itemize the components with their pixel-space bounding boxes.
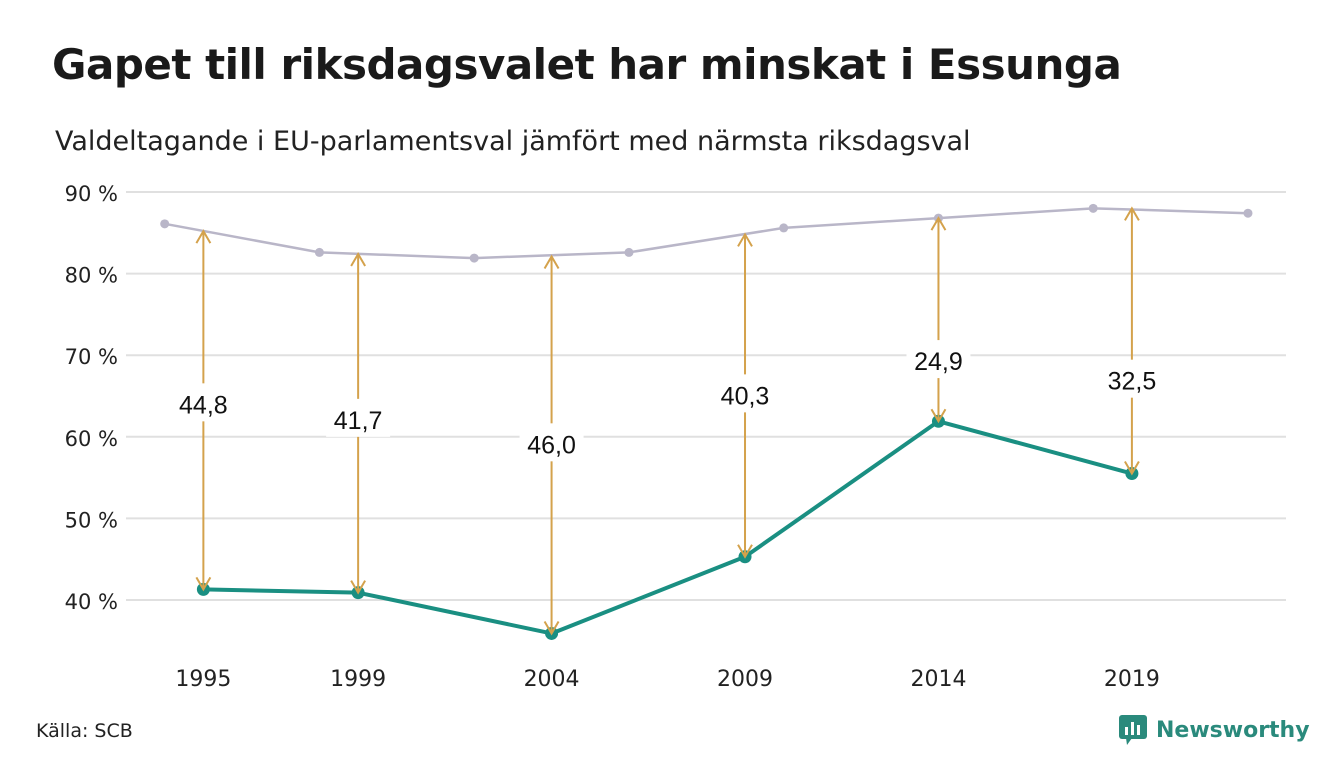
y-tick-label: 40 %	[65, 590, 118, 614]
y-tick-label: 70 %	[65, 345, 118, 369]
gap-arrow-head-down	[195, 576, 212, 592]
gap-arrow-head-up	[195, 229, 212, 244]
riksdag-line	[164, 207, 1249, 260]
gap-arrow-head-down	[930, 408, 947, 424]
chart-title: Gapet till riksdagsvalet har minskat i E…	[52, 40, 1122, 89]
gap-label-background	[713, 374, 778, 413]
chart-subtitle: Valdeltagande i EU-parlamentsval jämfört…	[55, 126, 971, 157]
y-axis-ticks: 40 % 50 % 60 % 70 % 80 % 90 %	[65, 182, 118, 614]
gap-arrow-head-up	[737, 232, 753, 247]
gap-arrow-head-up	[350, 252, 366, 267]
source-note: Källa: SCB	[36, 720, 133, 742]
gap-arrow: 44,8	[171, 229, 236, 592]
y-tick-label: 60 %	[65, 427, 118, 451]
riksdag-point	[469, 253, 479, 263]
riksdag-point	[1088, 203, 1098, 213]
gap-label-background	[1099, 359, 1164, 398]
eu-line	[203, 419, 1133, 636]
riksdag-point	[779, 223, 789, 233]
y-tick-label: 50 %	[65, 508, 118, 532]
gap-label: 44,8	[179, 391, 228, 419]
gap-label-background	[519, 423, 584, 462]
newsworthy-logo-icon	[1119, 715, 1147, 745]
x-tick-label: 2004	[524, 667, 580, 692]
x-tick-label: 2019	[1104, 667, 1160, 692]
gap-label: 40,3	[721, 382, 770, 410]
gap-label: 32,5	[1108, 368, 1157, 396]
gap-label-background	[326, 398, 391, 437]
x-tick-label: 1995	[175, 667, 231, 692]
y-tick-label: 80 %	[65, 264, 118, 288]
x-tick-label: 2014	[910, 667, 966, 692]
series	[160, 203, 1253, 640]
riksdag-point	[160, 219, 170, 229]
gap-arrow: 41,7	[326, 252, 391, 595]
y-tick-label: 90 %	[65, 182, 118, 206]
x-axis-ticks: 1995 1999 2004 2009 2014 2019	[175, 667, 1160, 692]
gap-arrow-head-up	[1124, 206, 1140, 221]
gap-arrow-head-down	[543, 620, 560, 636]
brand-name: Newsworthy	[1156, 717, 1310, 743]
gap-arrow: 24,9	[906, 216, 971, 424]
gridlines	[126, 191, 1286, 601]
gap-arrow: 40,3	[713, 232, 778, 559]
gap-arrow-head-up	[930, 216, 947, 231]
gap-arrow: 46,0	[519, 254, 584, 636]
gap-arrow-head-down	[1124, 461, 1140, 476]
gap-label: 24,9	[914, 348, 963, 376]
gap-arrow: 32,5	[1099, 206, 1164, 476]
gap-label-background	[906, 340, 971, 379]
gap-arrow-head-up	[543, 254, 560, 269]
gap-arrow-head-down	[737, 544, 753, 559]
gap-label: 46,0	[527, 431, 576, 459]
brand-logo[interactable]: Newsworthy	[1118, 714, 1310, 746]
gap-arrow-head-down	[350, 580, 366, 595]
gap-arrows: 44,8 41,7 46,0 40,3 24,9 32,5	[171, 206, 1164, 636]
x-tick-label: 1999	[330, 667, 386, 692]
riksdag-point	[624, 247, 634, 257]
riksdag-point	[1243, 208, 1253, 218]
gap-label: 41,7	[334, 407, 383, 435]
gap-label-background	[171, 383, 236, 422]
x-tick-label: 2009	[717, 667, 773, 692]
riksdag-point	[314, 247, 324, 257]
